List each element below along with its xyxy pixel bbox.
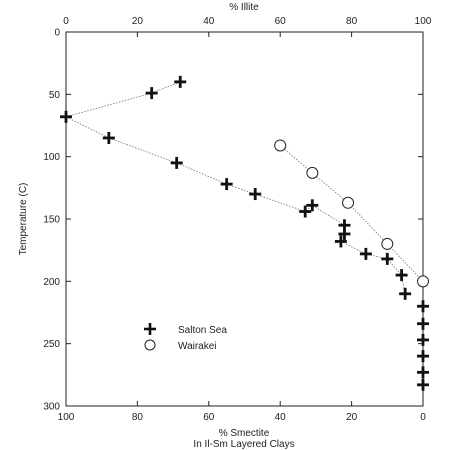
bottom-axis-title-line1: % Smectite: [219, 428, 270, 439]
salton-sea-point: [102, 131, 115, 144]
legend-circle-icon: [144, 339, 156, 351]
bottom-tick-label: 60: [203, 412, 215, 423]
top-tick-label: 0: [63, 16, 69, 27]
series-line-1: [279, 145, 424, 282]
y-tick-label: 200: [43, 277, 60, 288]
bottom-tick-label: 100: [58, 412, 75, 423]
series-line-0: [64, 81, 406, 294]
bottom-tick-label: 40: [275, 412, 287, 423]
y-tick-label: 50: [49, 90, 61, 101]
y-axis-title: Temperature (C): [18, 183, 29, 256]
salton-sea-point: [170, 156, 183, 169]
top-tick-label: 100: [415, 16, 432, 27]
legend: Salton Sea Wairakei: [144, 323, 227, 352]
salton-sea-point: [306, 199, 319, 212]
salton-sea-point: [174, 75, 187, 88]
salton-sea-point: [417, 300, 429, 313]
salton-sea-point: [417, 366, 429, 379]
salton-sea-point: [334, 235, 347, 248]
wairakei-point: [417, 275, 429, 288]
bottom-tick-label: 80: [132, 412, 144, 423]
salton-sea-point: [145, 87, 158, 100]
data-marks: [60, 75, 429, 391]
legend-plus-icon: [144, 323, 156, 335]
wairakei-point: [342, 196, 355, 209]
y-tick-label: 300: [43, 402, 60, 413]
salton-sea-point: [299, 205, 312, 218]
salton-sea-point: [338, 227, 351, 240]
legend-label-salton-sea: Salton Sea: [178, 325, 227, 336]
salton-sea-point: [417, 350, 429, 363]
salton-sea-point: [399, 287, 412, 300]
bottom-axis-title-line2: In Il-Sm Layered Clays: [193, 439, 294, 450]
legend-label-wairakei: Wairakei: [178, 341, 217, 352]
salton-sea-point: [60, 110, 72, 123]
top-tick-label: 20: [132, 16, 144, 27]
top-tick-label: 80: [346, 16, 358, 27]
salton-sea-point: [395, 269, 408, 282]
salton-sea-point: [220, 178, 233, 191]
wairakei-point: [306, 166, 319, 179]
y-tick-label: 250: [43, 339, 60, 350]
bottom-tick-label: 0: [420, 412, 426, 423]
plot-frame: [65, 31, 424, 407]
series-lines: [64, 81, 424, 294]
salton-sea-point: [417, 317, 429, 330]
salton-sea-point: [417, 333, 429, 346]
wairakei-point: [274, 139, 287, 152]
y-tick-label: 0: [54, 28, 60, 39]
salton-sea-point: [249, 188, 262, 201]
top-tick-label: 60: [275, 16, 287, 27]
salton-sea-point: [417, 378, 429, 391]
y-tick-label: 150: [43, 215, 60, 226]
salton-sea-point: [359, 247, 372, 260]
wairakei-point: [381, 237, 394, 250]
top-axis-title: % Illite: [229, 2, 259, 13]
bottom-tick-label: 20: [346, 412, 358, 423]
y-tick-label: 100: [43, 152, 60, 163]
salton-sea-point: [381, 252, 394, 265]
top-tick-label: 40: [203, 16, 215, 27]
